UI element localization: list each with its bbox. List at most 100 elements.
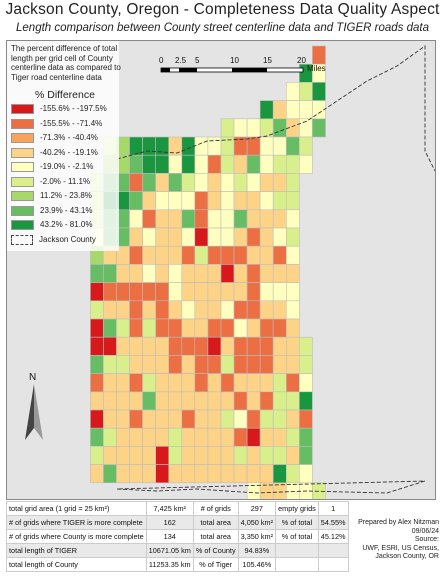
grid-cell xyxy=(207,209,222,229)
grid-cell xyxy=(233,373,248,393)
grid-cell xyxy=(155,373,170,393)
grid-cell xyxy=(142,282,157,302)
grid-cell xyxy=(220,173,235,192)
grid-cell xyxy=(285,300,300,320)
grid-cell xyxy=(194,154,209,174)
grid-cell xyxy=(129,373,143,393)
grid-cell xyxy=(129,336,143,356)
grid-cell xyxy=(246,336,261,356)
grid-cell xyxy=(155,391,170,411)
grid-cell xyxy=(194,209,209,229)
grid-cell xyxy=(207,373,222,393)
grid-cell xyxy=(298,154,313,174)
grid-cell xyxy=(272,427,287,447)
grid-cell xyxy=(116,318,130,338)
grid-cell xyxy=(233,173,248,192)
grid-cell xyxy=(194,427,209,447)
grid-cell xyxy=(155,209,170,229)
grid-cell xyxy=(129,427,143,447)
grid-cell xyxy=(207,173,222,192)
grid-cell xyxy=(168,245,183,265)
grid-cell xyxy=(285,82,300,101)
grid-cell xyxy=(181,173,196,192)
grid-cell xyxy=(298,464,313,484)
grid-cell xyxy=(142,427,157,447)
grid-cell xyxy=(90,427,104,447)
grid-cell xyxy=(233,318,248,338)
stats-cell: 94.83% xyxy=(237,543,277,558)
stats-cell: empty grids xyxy=(275,501,319,516)
grid-cell xyxy=(220,282,235,302)
grid-cell xyxy=(90,373,104,393)
grid-cell xyxy=(285,100,300,120)
grid-cell xyxy=(142,245,157,265)
grid-cell xyxy=(181,336,196,356)
grid-cell xyxy=(103,264,117,283)
grid-cell xyxy=(233,282,248,302)
grid-cell xyxy=(168,409,183,429)
grid-cell xyxy=(194,136,209,156)
grid-cell xyxy=(272,227,287,247)
grid-cell xyxy=(259,427,274,447)
grid-cell xyxy=(285,173,300,192)
grid-cell xyxy=(129,227,143,247)
stats-cell xyxy=(317,543,349,558)
grid-cell xyxy=(259,373,274,393)
grid-cell xyxy=(272,100,287,120)
grid-cell xyxy=(207,154,222,174)
grid-cell xyxy=(285,136,300,156)
grid-cell xyxy=(246,409,261,429)
grid-cell xyxy=(168,154,183,174)
stats-cell: 134 xyxy=(145,529,194,544)
stats-cell: 1 xyxy=(317,501,349,516)
legend-label: 11.2% - 23.8% xyxy=(40,191,92,200)
stats-row: # of grids where TIGER is more complete 1… xyxy=(6,515,349,530)
map-title: Jackson County, Oregon - Completeness Da… xyxy=(5,1,440,18)
grid-cell xyxy=(142,209,157,229)
grid-cell xyxy=(207,264,222,283)
grid-cell xyxy=(116,373,130,393)
grid-cell xyxy=(181,227,196,247)
grid-cell xyxy=(207,355,222,374)
grid-cell xyxy=(142,227,157,247)
grid-cell xyxy=(233,118,248,138)
north-arrow: N xyxy=(23,372,45,442)
grid-cell xyxy=(259,336,274,356)
scale-label-0: 0 xyxy=(159,56,164,65)
grid-cell xyxy=(259,300,274,320)
map-frame[interactable]: The percent difference of total length p… xyxy=(6,40,436,500)
stats-cell: 3,350 km² xyxy=(237,529,277,544)
grid-cell xyxy=(168,336,183,356)
grid-cell xyxy=(220,446,235,465)
grid-cell xyxy=(168,391,183,411)
grid-cell xyxy=(116,300,130,320)
grid-cell xyxy=(181,209,196,229)
grid-cell xyxy=(90,300,104,320)
grid-cell xyxy=(259,464,274,484)
stats-cell: % of Tiger xyxy=(192,557,239,572)
grid-cell xyxy=(272,136,287,156)
grid-cell xyxy=(103,300,117,320)
stats-cell: # of grids where County is more complete xyxy=(6,529,147,544)
grid-cell xyxy=(246,446,261,465)
grid-cell xyxy=(272,355,287,374)
grid-cell xyxy=(207,446,222,465)
grid-cell xyxy=(168,300,183,320)
grid-cell xyxy=(259,191,274,211)
grid-cell xyxy=(116,355,130,374)
grid-cell xyxy=(103,318,117,338)
credits: Prepared by Alex Nitzman 09/06/24 Source… xyxy=(345,519,439,562)
grid-cell xyxy=(246,227,261,247)
grid-cell xyxy=(246,245,261,265)
grid-cell xyxy=(285,446,300,465)
grid-cell xyxy=(272,318,287,338)
grid-cell xyxy=(207,464,222,484)
grid-cell xyxy=(155,227,170,247)
grid-cell xyxy=(103,446,117,465)
stats-cell: # of grids where TIGER is more complete xyxy=(6,515,147,530)
county-boundary xyxy=(116,45,435,494)
grid-cell xyxy=(155,427,170,447)
grid-cell xyxy=(285,464,300,484)
grid-cell xyxy=(142,173,157,192)
grid-cell xyxy=(194,355,209,374)
